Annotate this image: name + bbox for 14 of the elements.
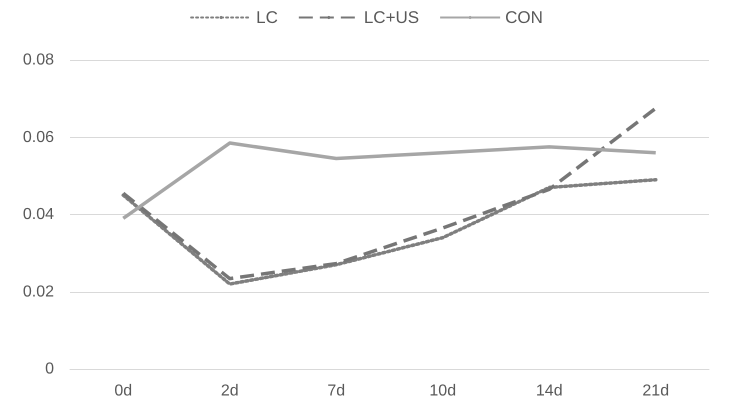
y-tick-label: 0.02	[22, 283, 54, 300]
x-tick-label: 7d	[327, 382, 346, 400]
x-tick-label: 0d	[114, 382, 132, 400]
y-tick-label: 0.04	[22, 206, 54, 223]
x-tick-label: 14d	[536, 382, 563, 400]
y-tick-label: 0.06	[22, 128, 54, 146]
y-tick-label: 0	[45, 360, 54, 378]
x-tick-label: 10d	[429, 382, 456, 400]
y-tick-label: 0.08	[22, 52, 54, 68]
x-tick-label: 21d	[642, 382, 670, 400]
legend-label: LC	[256, 8, 278, 27]
legend-label: CON	[505, 8, 543, 27]
legend-label: LC+US	[364, 8, 420, 27]
x-tick-label: 2d	[220, 382, 239, 400]
